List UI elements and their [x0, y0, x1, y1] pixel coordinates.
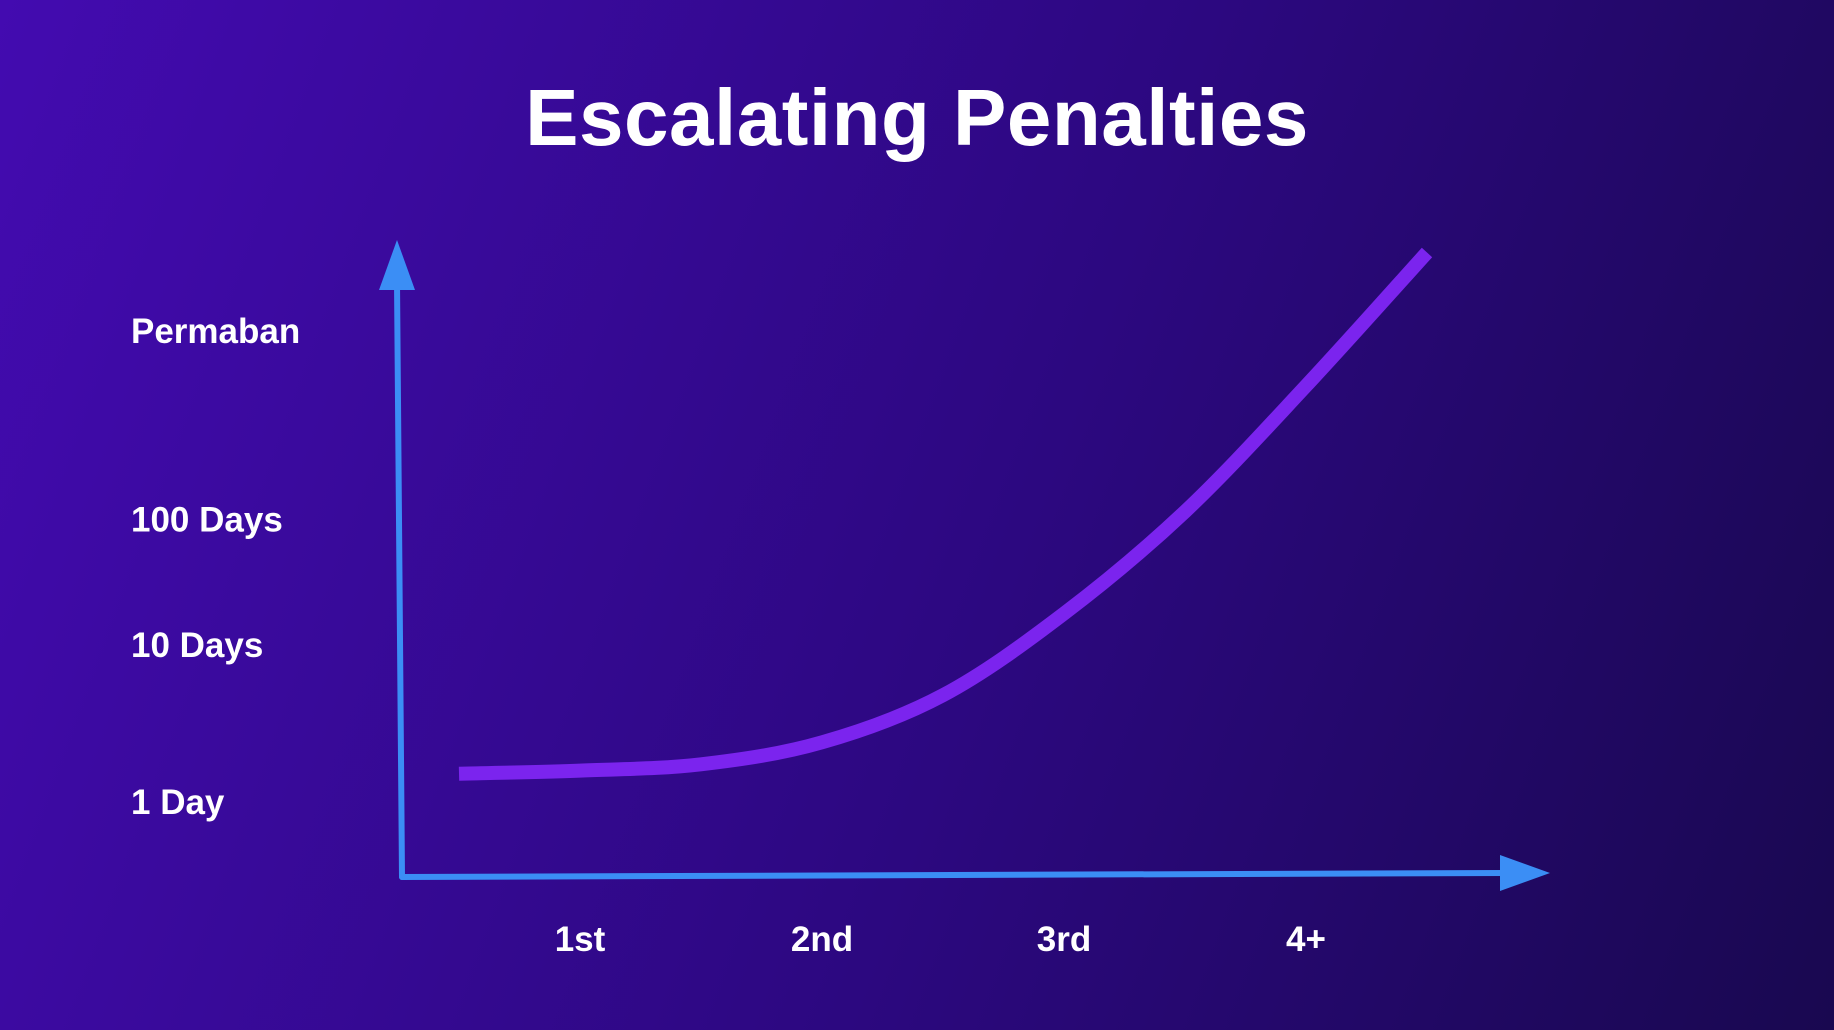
x-tick-labels: 1st 2nd 3rd 4+ [555, 920, 1326, 959]
y-tick-labels: 1 Day 10 Days 100 Days Permaban [131, 312, 300, 822]
y-tick-label: Permaban [131, 312, 300, 351]
y-tick-label: 10 Days [131, 626, 263, 665]
x-tick-label: 4+ [1286, 920, 1326, 959]
axes [379, 240, 1550, 891]
chart-title: Escalating Penalties [525, 73, 1309, 162]
y-axis-arrowhead [379, 240, 415, 290]
penalty-curve [458, 247, 1433, 781]
x-axis-arrowhead [1500, 855, 1550, 891]
y-tick-label: 1 Day [131, 783, 225, 822]
y-tick-label: 100 Days [131, 500, 283, 539]
x-tick-label: 2nd [791, 920, 853, 959]
x-tick-label: 3rd [1037, 920, 1091, 959]
series-layer [458, 247, 1433, 781]
x-axis-line [399, 870, 1508, 880]
y-axis-line [394, 279, 405, 880]
x-tick-label: 1st [555, 920, 606, 959]
